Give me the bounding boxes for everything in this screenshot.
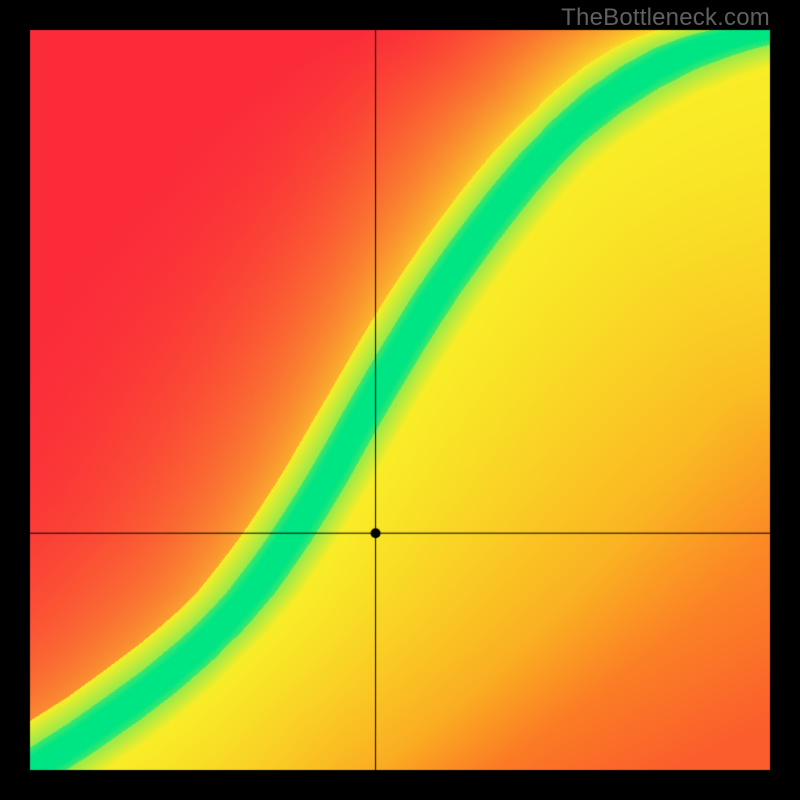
watermark-text: TheBottleneck.com [561, 4, 770, 32]
bottleneck-heatmap [0, 0, 800, 800]
chart-container: TheBottleneck.com [0, 0, 800, 800]
